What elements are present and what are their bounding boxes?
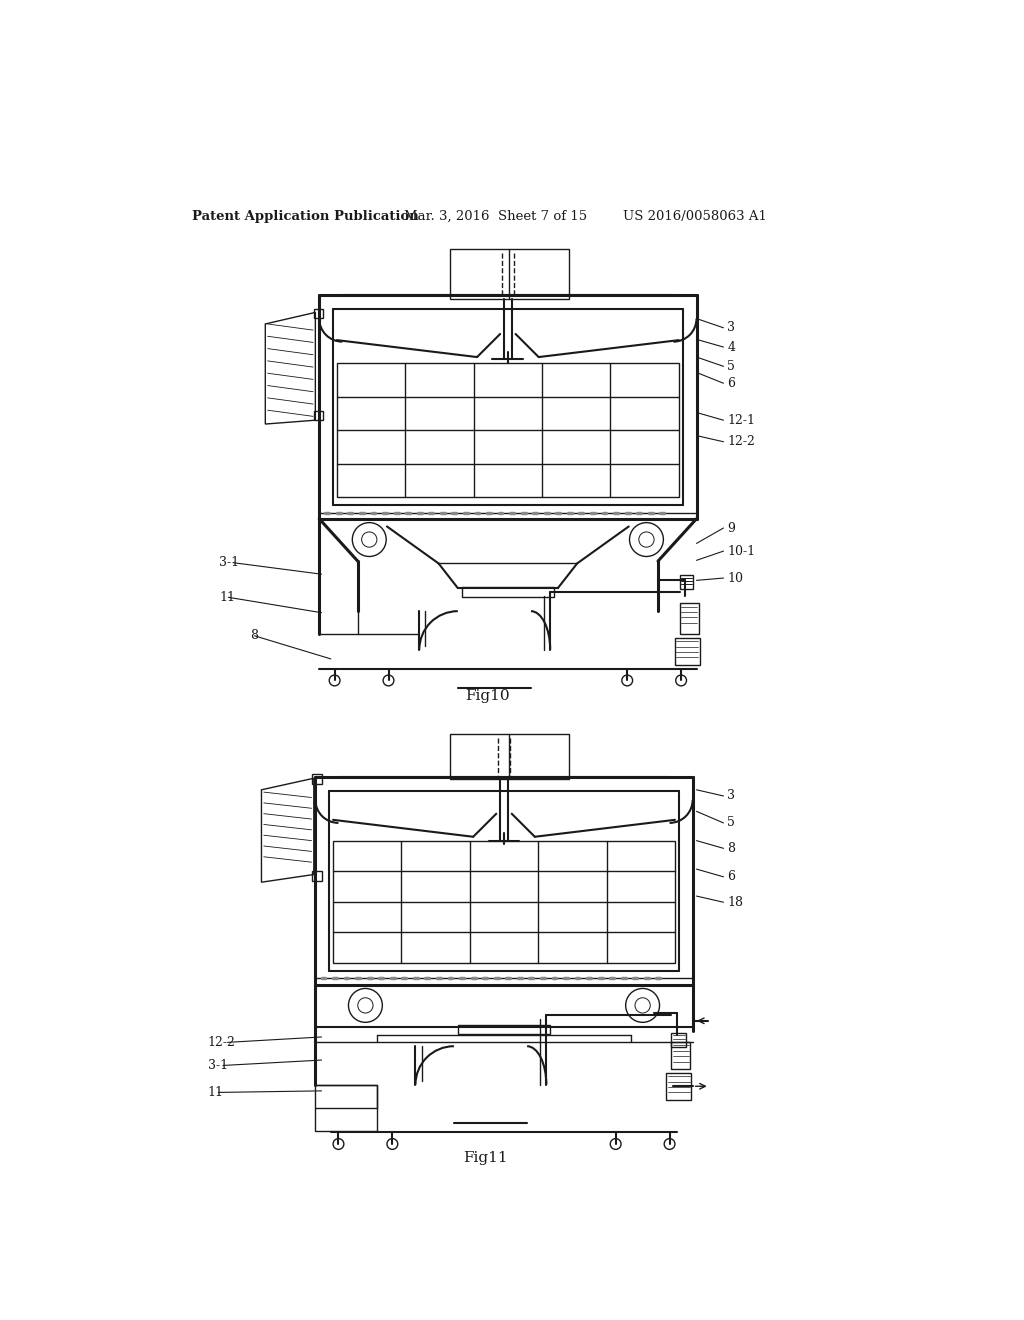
Text: 5: 5	[727, 816, 735, 829]
Bar	[333, 841, 675, 964]
Bar	[313, 411, 323, 420]
Bar	[680, 603, 698, 635]
Text: 3-1: 3-1	[219, 556, 240, 569]
Text: Fig10: Fig10	[466, 689, 510, 702]
Text: 12-2: 12-2	[727, 436, 755, 449]
Text: Mar. 3, 2016  Sheet 7 of 15: Mar. 3, 2016 Sheet 7 of 15	[403, 210, 587, 223]
Text: 11: 11	[219, 591, 236, 603]
Polygon shape	[265, 313, 315, 424]
Text: 3: 3	[727, 789, 735, 803]
Text: 4: 4	[727, 341, 735, 354]
Bar	[313, 309, 323, 318]
Text: 10: 10	[727, 572, 743, 585]
Bar	[675, 638, 699, 665]
Text: 10-1: 10-1	[727, 545, 756, 557]
Text: 5: 5	[727, 360, 735, 372]
Text: 9: 9	[727, 521, 735, 535]
Text: 12-1: 12-1	[727, 413, 756, 426]
Text: Fig11: Fig11	[463, 1151, 508, 1164]
Bar	[315, 1085, 377, 1131]
Bar	[451, 249, 569, 300]
Bar	[312, 775, 322, 784]
Text: 6: 6	[727, 376, 735, 389]
Bar	[671, 1043, 690, 1069]
Text: 12-2: 12-2	[208, 1036, 236, 1049]
Text: US 2016/0058063 A1: US 2016/0058063 A1	[624, 210, 767, 223]
Text: 3-1: 3-1	[208, 1059, 227, 1072]
Bar	[462, 586, 554, 597]
Bar	[312, 871, 322, 880]
Text: 11: 11	[208, 1086, 223, 1100]
Text: 3: 3	[727, 321, 735, 334]
Polygon shape	[261, 779, 313, 882]
Text: 8: 8	[727, 842, 735, 855]
Text: Patent Application Publication: Patent Application Publication	[193, 210, 419, 223]
Text: 6: 6	[727, 870, 735, 883]
Bar	[680, 576, 693, 589]
Bar	[671, 1034, 686, 1047]
Text: 18: 18	[727, 896, 743, 908]
Bar	[458, 1024, 550, 1034]
Bar	[667, 1073, 691, 1100]
Text: 8: 8	[250, 630, 258, 643]
Bar	[451, 734, 569, 779]
Bar	[337, 363, 679, 498]
